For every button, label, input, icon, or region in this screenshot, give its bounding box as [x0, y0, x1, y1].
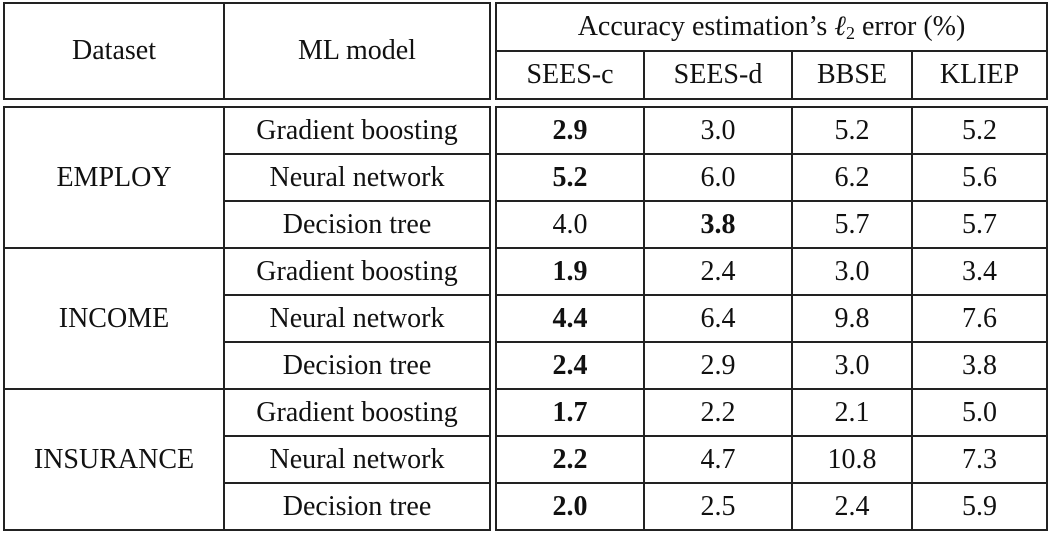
value-cell: 5.9 [911, 482, 1048, 531]
table-row: Neural network 4.4 6.4 9.8 7.6 [4, 294, 1048, 343]
value-cell: 4.0 [495, 200, 645, 249]
value-cell: 2.2 [495, 435, 645, 484]
table-row: INSURANCE Gradient boosting 1.7 2.2 2.1 … [3, 388, 1048, 531]
value-cell: 2.2 [643, 388, 793, 437]
value-cell: 9.8 [791, 294, 913, 343]
table-header: Dataset ML model Accuracy estimation’s ℓ… [3, 2, 1049, 100]
header-group-accuracy-error: Accuracy estimation’s ℓ2 error (%) [494, 2, 1049, 52]
value-cell: 2.4 [643, 247, 793, 296]
model-cell: Decision tree [223, 482, 491, 531]
table-row: Decision tree 2.0 2.5 2.4 5.9 [4, 482, 1048, 531]
value-cell: 7.3 [911, 435, 1048, 484]
value-cell: 2.1 [791, 388, 913, 437]
value-cell: 3.0 [791, 247, 913, 296]
double-rule-separator [489, 248, 497, 295]
value-cell: 3.0 [791, 341, 913, 390]
value-cell: 1.9 [495, 247, 645, 296]
value-cell: 1.7 [495, 388, 645, 437]
results-table: Dataset ML model Accuracy estimation’s ℓ… [3, 2, 1049, 531]
model-cell: Gradient boosting [223, 106, 491, 155]
table-row: INCOME Gradient boosting 1.9 2.4 3.0 3.4 [3, 247, 1048, 390]
value-cell: 5.0 [911, 388, 1048, 437]
value-cell: 2.9 [495, 106, 645, 155]
dataset-cell: INCOME [3, 247, 225, 390]
value-cell: 7.6 [911, 294, 1048, 343]
value-cell: 10.8 [791, 435, 913, 484]
double-rule-separator [489, 3, 497, 99]
table-row: Neural network 5.2 6.0 6.2 5.6 [4, 153, 1048, 202]
value-cell: 5.7 [911, 200, 1048, 249]
model-cell: Gradient boosting [223, 388, 491, 437]
model-cell: Decision tree [223, 341, 491, 390]
value-cell: 2.5 [643, 482, 793, 531]
dataset-cell: INSURANCE [3, 388, 225, 531]
double-rule-separator [489, 389, 497, 436]
value-cell: 2.0 [495, 482, 645, 531]
model-cell: Neural network [223, 294, 491, 343]
ell-subscript: 2 [845, 23, 855, 43]
value-cell: 4.4 [495, 294, 645, 343]
model-cell: Decision tree [223, 200, 491, 249]
dataset-cell: EMPLOY [3, 106, 225, 249]
table-body: EMPLOY Gradient boosting 2.9 3.0 5.2 5.2… [3, 106, 1048, 531]
value-cell: 5.2 [495, 153, 645, 202]
double-rule-separator [489, 107, 497, 154]
value-cell: 5.2 [791, 106, 913, 155]
value-cell: 5.7 [791, 200, 913, 249]
table-row: Decision tree 2.4 2.9 3.0 3.8 [4, 341, 1048, 390]
value-cell: 2.4 [495, 341, 645, 390]
table-row: Decision tree 4.0 3.8 5.7 5.7 [4, 200, 1048, 249]
value-cell: 2.9 [643, 341, 793, 390]
header-group-prefix: Accuracy estimation’s [577, 11, 835, 42]
header-ml-model: ML model [223, 2, 491, 100]
value-cell: 6.2 [791, 153, 913, 202]
table-row: EMPLOY Gradient boosting 2.9 3.0 5.2 5.2 [3, 106, 1048, 249]
header-group-suffix: error (%) [854, 11, 966, 42]
header-method-sees-c: SEES-c [495, 50, 645, 100]
header-method-bbse: BBSE [791, 50, 913, 100]
model-cell: Neural network [223, 153, 491, 202]
double-rule-separator [489, 295, 497, 342]
header-dataset: Dataset [3, 2, 225, 100]
double-rule-separator [489, 154, 497, 201]
value-cell: 5.6 [911, 153, 1048, 202]
value-cell: 6.0 [643, 153, 793, 202]
model-cell: Gradient boosting [223, 247, 491, 296]
value-cell: 3.0 [643, 106, 793, 155]
ell-symbol: ℓ [834, 11, 846, 42]
value-cell: 6.4 [643, 294, 793, 343]
value-cell: 5.2 [911, 106, 1048, 155]
header-method-kliep: KLIEP [910, 50, 1049, 100]
value-cell: 3.8 [911, 341, 1048, 390]
model-cell: Neural network [223, 435, 491, 484]
double-rule-separator [489, 436, 497, 483]
double-rule-separator [489, 342, 497, 389]
value-cell: 3.4 [911, 247, 1048, 296]
value-cell: 3.8 [643, 200, 793, 249]
value-cell: 4.7 [643, 435, 793, 484]
table-row: Neural network 2.2 4.7 10.8 7.3 [4, 435, 1048, 484]
double-rule-separator [489, 201, 497, 248]
double-rule-separator [489, 483, 497, 530]
header-method-sees-d: SEES-d [643, 50, 793, 100]
value-cell: 2.4 [791, 482, 913, 531]
